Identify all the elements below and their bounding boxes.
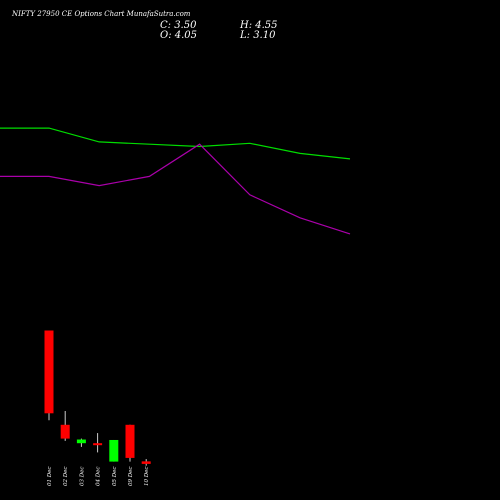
high-value: H: 4.55 bbox=[240, 20, 278, 31]
open-value: O: 4.05 bbox=[160, 30, 198, 41]
low-value: L: 3.10 bbox=[240, 30, 276, 41]
candle-body bbox=[125, 424, 135, 458]
x-tick-label: 10 Dec bbox=[144, 467, 150, 487]
close-value: C: 3.50 bbox=[160, 20, 197, 31]
candle-body bbox=[93, 443, 103, 446]
chart-title: NIFTY 27950 CE Options Chart MunafaSutra… bbox=[12, 10, 191, 18]
x-tick-label: 05 Dec bbox=[112, 467, 118, 487]
x-tick-label: 03 Dec bbox=[79, 467, 85, 487]
candle-body bbox=[141, 461, 151, 464]
x-tick-label: 04 Dec bbox=[96, 467, 102, 487]
candle-body bbox=[44, 330, 54, 414]
x-tick-label: 09 Dec bbox=[128, 467, 134, 487]
lower-line-series bbox=[0, 143, 351, 235]
upper-line-series bbox=[0, 127, 351, 160]
candle-body bbox=[60, 424, 70, 439]
x-tick-label: 01 Dec bbox=[47, 467, 53, 487]
candle-body bbox=[109, 439, 119, 462]
candle-body bbox=[76, 439, 86, 444]
x-tick-label: 02 Dec bbox=[63, 467, 69, 487]
